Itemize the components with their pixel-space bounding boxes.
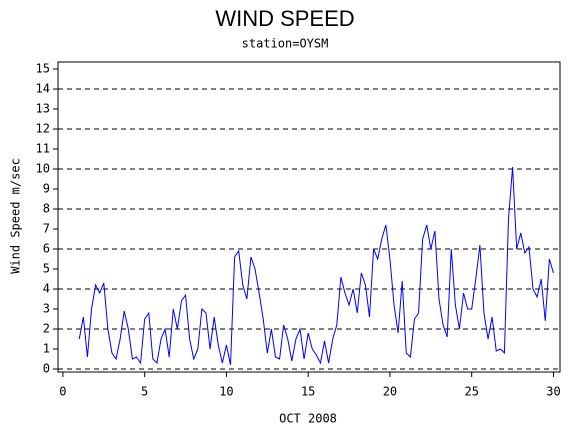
x-tick-label: 15: [301, 385, 315, 399]
x-tick-label: 25: [464, 385, 478, 399]
y-tick-label: 3: [43, 302, 50, 316]
x-tick-label: 30: [546, 385, 560, 399]
plot-frame: [57, 61, 561, 373]
y-tick-label: 10: [36, 162, 50, 176]
y-tick-label: 1: [43, 342, 50, 356]
x-tick-label: 20: [383, 385, 397, 399]
x-tick-label: 0: [59, 385, 66, 399]
y-tick-label: 11: [36, 142, 50, 156]
y-axis-label: Wind Speed m/sec: [9, 158, 23, 274]
y-tick-label: 6: [43, 242, 50, 256]
y-tick-label: 12: [36, 122, 50, 136]
y-tick-label: 9: [43, 182, 50, 196]
y-tick-label: 2: [43, 322, 50, 336]
y-tick-label: 15: [36, 62, 50, 76]
wind-line: [78, 166, 554, 366]
y-tick-label: 13: [36, 102, 50, 116]
y-tick-label: 7: [43, 222, 50, 236]
x-tick-label: 10: [219, 385, 233, 399]
y-tick-label: 8: [43, 202, 50, 216]
chart-title: WIND SPEED: [215, 6, 354, 31]
y-tick-label: 4: [43, 282, 50, 296]
y-tick-label: 5: [43, 262, 50, 276]
chart-subtitle: station=OYSM: [242, 37, 329, 51]
x-axis-label: OCT 2008: [279, 412, 337, 426]
y-tick-label: 0: [43, 362, 50, 376]
x-tick-label: 5: [141, 385, 148, 399]
y-tick-label: 14: [36, 82, 50, 96]
